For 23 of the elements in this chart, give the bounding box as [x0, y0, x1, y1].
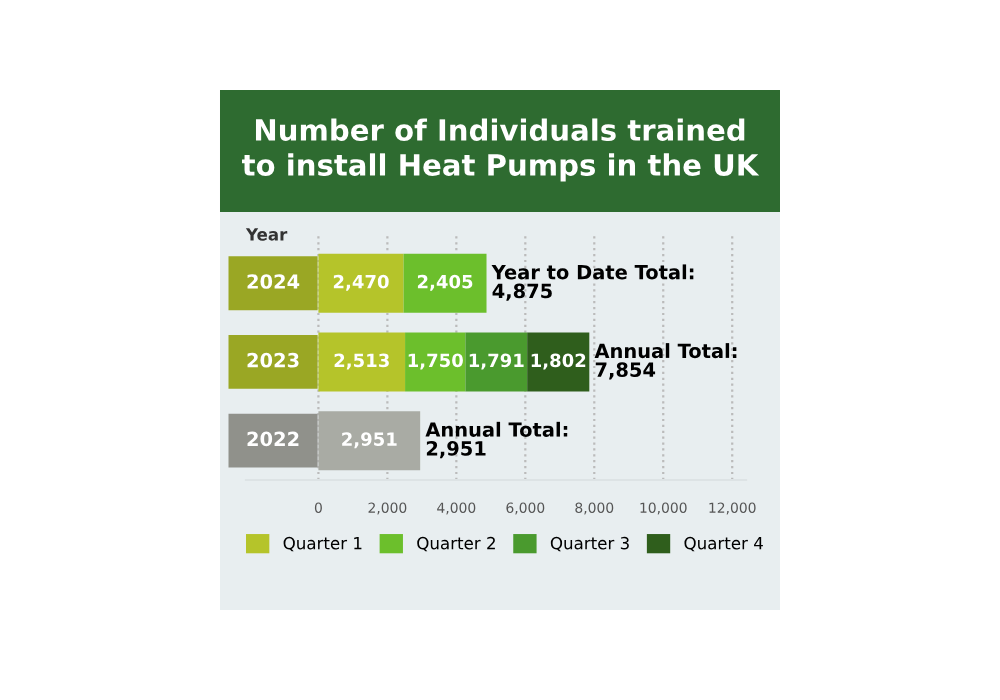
legend-label: Quarter 3	[550, 536, 629, 552]
total-label: Year to Date Total: 4,875	[491, 264, 694, 301]
y-tick-label: 2023	[247, 352, 299, 368]
legend-label: Quarter 4	[684, 536, 763, 552]
y-axis-title: Year	[245, 228, 288, 241]
bar	[403, 253, 487, 313]
data-label: 2,405	[417, 274, 473, 291]
data-label: 2,951	[342, 432, 397, 449]
y-tick-label: 2022	[247, 431, 299, 447]
data-label: 2,470	[333, 274, 389, 291]
data-label: 1,750	[408, 353, 463, 370]
data-label: 2,513	[334, 353, 389, 370]
y-tick-label: 2024	[247, 274, 300, 289]
bar	[465, 332, 528, 392]
legend-label: Quarter 2	[417, 536, 495, 552]
bar	[527, 332, 590, 392]
chart-title: Number of Individuals trained to install Heat Pumps in the UK	[242, 118, 760, 182]
bar	[405, 332, 466, 392]
data-label: 1,802	[531, 353, 586, 370]
legend-label: Quarter 1	[283, 536, 362, 552]
total-label: Annual Total: 2,951	[425, 421, 568, 459]
data-label: 1,791	[469, 353, 524, 370]
total-label: Annual Total: 7,854	[594, 343, 737, 380]
